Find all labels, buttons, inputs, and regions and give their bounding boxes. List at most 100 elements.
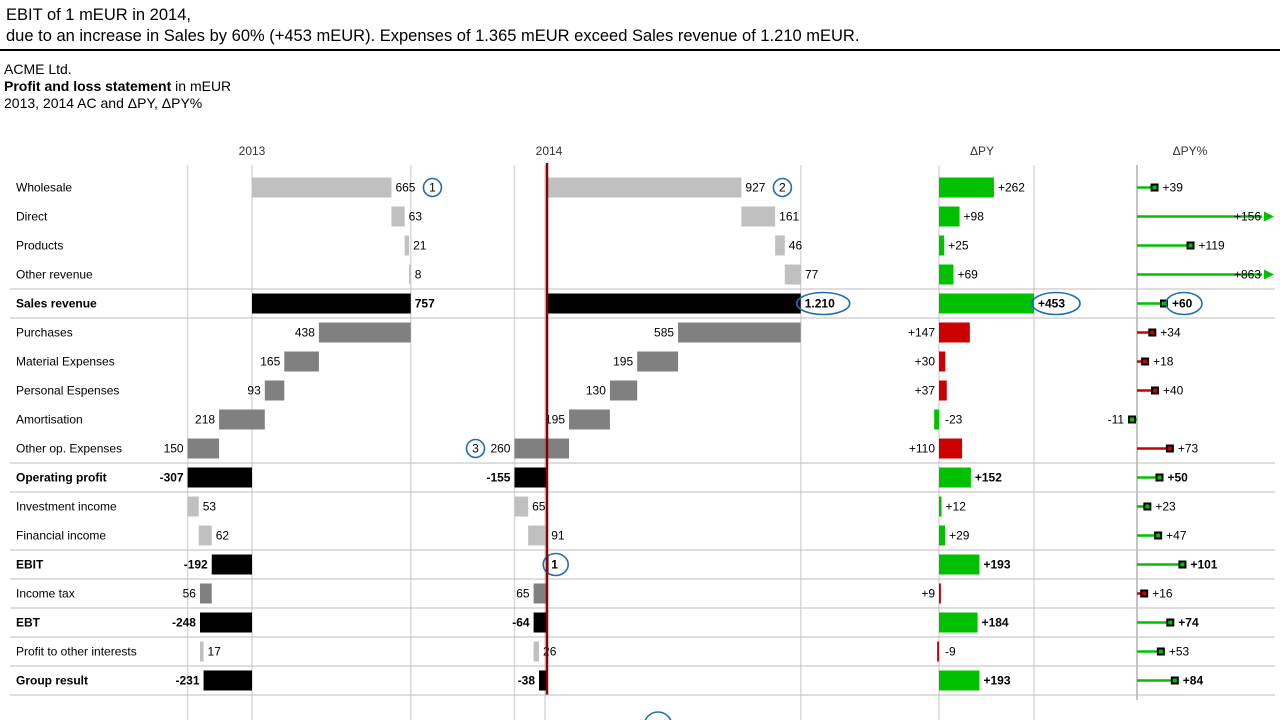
bar-2013 [187, 467, 252, 488]
delta-py-label: +98 [964, 210, 985, 224]
bar-2013 [203, 670, 252, 691]
pin-head-core [1150, 330, 1155, 335]
delta-py-percent-label: +50 [1168, 471, 1189, 485]
pin-head-core [1180, 562, 1185, 567]
delta-py-label: +152 [975, 471, 1002, 485]
delta-py-percent-label: +101 [1190, 558, 1217, 572]
row-label: Group result [16, 674, 88, 688]
comment-marker-number-2014: 3 [472, 442, 479, 456]
bar-2013 [284, 351, 319, 372]
overflow-arrow [1264, 211, 1274, 222]
delta-py-percent-label: +119 [1199, 239, 1225, 253]
statement-title-bold: Profit and loss statement [4, 78, 172, 94]
delta-py-percent-label: +863 [1234, 268, 1261, 282]
bar-2014 [678, 322, 801, 343]
bar-2014 [514, 467, 547, 488]
value-label-2014: 161 [779, 210, 799, 224]
comment-marker-partial [644, 711, 672, 720]
bar-2013 [252, 293, 411, 314]
bar-2013 [404, 235, 410, 256]
pin-head-core [1130, 417, 1135, 422]
row-label: Investment income [16, 500, 117, 514]
value-label-2013: 63 [409, 210, 423, 224]
highlight-ellipse-2014 [542, 552, 570, 577]
bar-2013 [199, 641, 204, 662]
bar-2013 [409, 264, 411, 285]
value-label-2013: -248 [172, 616, 196, 630]
delta-py-bar [939, 322, 970, 343]
delta-py-label: +30 [915, 355, 936, 369]
value-label-2013: 218 [195, 413, 215, 427]
delta-py-bar [939, 206, 960, 227]
bar-2014 [514, 438, 570, 459]
row-label: Purchases [16, 326, 73, 340]
period-description: 2013, 2014 AC and ΔPY, ΔPY% [4, 95, 203, 111]
delta-py-bar [939, 583, 941, 604]
value-label-2013: -231 [176, 674, 200, 688]
delta-py-percent-label: +34 [1160, 326, 1181, 340]
bar-2013 [318, 322, 411, 343]
bar-2013 [187, 496, 199, 517]
comment-marker-2014 [465, 438, 486, 459]
delta-py-bar [939, 438, 963, 459]
delta-py-bar [939, 612, 978, 633]
pin-head-core [1145, 504, 1150, 509]
pin-head-core [1167, 446, 1172, 451]
delta-py-label: +69 [957, 268, 978, 282]
delta-py-label: +9 [921, 587, 935, 601]
bar-2014 [514, 496, 529, 517]
headline-rule [0, 49, 1280, 51]
bar-2013 [198, 525, 212, 546]
row-label: Other op. Expenses [16, 442, 122, 456]
row-label: EBIT [16, 558, 44, 572]
column-header-2013: 2013 [239, 144, 266, 158]
row-label: Profit to other interests [16, 645, 137, 659]
bar-2013 [199, 612, 252, 633]
delta-py-label: +453 [1038, 297, 1065, 311]
pin-head-core [1188, 243, 1193, 248]
value-label-2013: 21 [413, 239, 427, 253]
delta-py-percent-label: +73 [1178, 442, 1199, 456]
value-label-2013: 165 [260, 355, 280, 369]
bar-2014 [528, 525, 548, 546]
delta-py-bar [939, 351, 946, 372]
value-label-2014: -38 [518, 674, 536, 688]
pin-head-core [1152, 185, 1157, 190]
delta-py-percent-label: +39 [1163, 181, 1184, 195]
bar-2014 [775, 235, 785, 256]
delta-py-percent-label: +53 [1169, 645, 1190, 659]
row-label: Products [16, 239, 63, 253]
row-label: Personal Espenses [16, 384, 119, 398]
delta-py-percent-label: +60 [1172, 297, 1193, 311]
delta-py-bar [937, 641, 939, 662]
delta-py-bar [939, 235, 945, 256]
delta-py-bar [939, 380, 947, 401]
comment-marker-2014 [772, 177, 793, 198]
pin-head-core [1142, 591, 1147, 596]
overflow-arrow [1264, 269, 1274, 280]
value-label-2013: 665 [395, 181, 415, 195]
value-label-2014: 195 [613, 355, 633, 369]
value-label-2013: -192 [184, 558, 208, 572]
delta-py-percent-label: +156 [1234, 210, 1261, 224]
bar-2013 [211, 554, 252, 575]
statement-unit: in mEUR [171, 78, 232, 94]
column-header-delta-py: ΔPY [970, 144, 994, 158]
comment-marker-number-2013: 1 [429, 181, 436, 195]
delta-py-bar [939, 293, 1034, 314]
delta-py-label: +29 [949, 529, 970, 543]
delta-py-percent-label: +74 [1178, 616, 1199, 630]
headline-line-2: due to an increase in Sales by 60% (+453… [6, 27, 860, 45]
value-label-2014: 260 [490, 442, 510, 456]
bar-2014 [547, 293, 801, 314]
delta-py-label: -23 [945, 413, 963, 427]
bar-2014 [569, 409, 610, 430]
comment-marker-number-2014: 2 [779, 181, 786, 195]
delta-py-bar [934, 409, 939, 430]
value-label-2013: 62 [216, 529, 230, 543]
bar-2014 [533, 583, 548, 604]
value-label-2014: 91 [551, 529, 565, 543]
bar-2014 [637, 351, 679, 372]
value-label-2014: 927 [745, 181, 765, 195]
bar-2014 [533, 641, 540, 662]
